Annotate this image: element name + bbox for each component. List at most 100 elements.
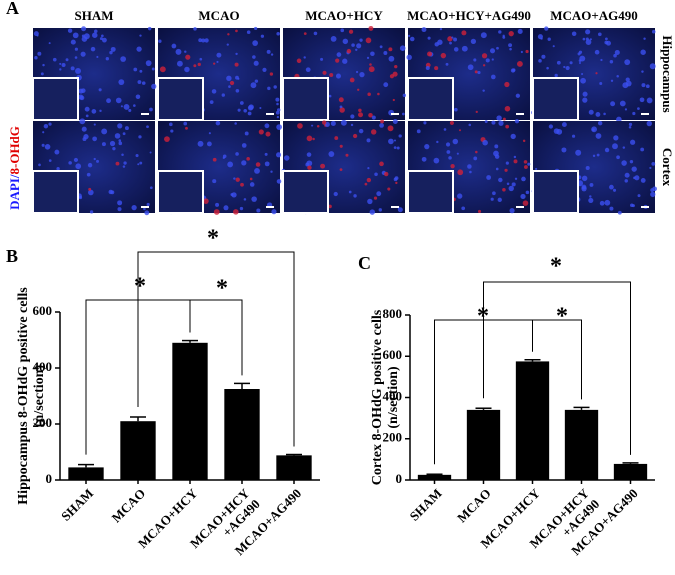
cell <box>85 114 89 118</box>
cell <box>108 189 113 195</box>
cell <box>322 70 327 75</box>
cell <box>492 191 496 196</box>
cell <box>651 29 656 34</box>
cell <box>356 43 362 49</box>
cell <box>88 187 92 191</box>
cell <box>137 163 140 166</box>
cell <box>624 59 631 66</box>
inset <box>407 77 454 121</box>
panel-label: B <box>6 246 18 266</box>
cell <box>143 207 146 211</box>
cell <box>387 125 394 132</box>
cell <box>454 107 458 112</box>
cell <box>482 64 486 67</box>
cell <box>41 143 45 147</box>
cell <box>227 161 234 168</box>
cell <box>271 209 277 215</box>
cell <box>275 110 280 115</box>
cell <box>348 190 352 194</box>
cell <box>330 35 337 42</box>
stain-blue: DAPI/ <box>7 174 22 210</box>
cell <box>235 152 239 156</box>
cell <box>581 72 584 76</box>
cell <box>389 74 395 79</box>
cell <box>296 58 302 64</box>
cell <box>613 135 619 141</box>
y-tick-label: 200 <box>33 415 53 430</box>
cell <box>226 43 229 46</box>
cell <box>184 66 190 73</box>
cell <box>334 136 339 140</box>
cell <box>612 188 617 192</box>
cell <box>328 204 332 209</box>
cell <box>84 106 90 112</box>
cell <box>649 166 652 170</box>
x-tick-label: SHAM <box>58 486 96 524</box>
cell <box>457 169 464 176</box>
y-tick-label: 400 <box>33 359 53 374</box>
cell <box>149 107 153 112</box>
cell <box>149 151 152 154</box>
inset <box>282 170 329 214</box>
stain-red: 8-OHdG <box>7 126 22 174</box>
cell <box>258 129 264 135</box>
cell <box>90 46 96 52</box>
cell <box>571 134 576 138</box>
cell <box>508 43 513 48</box>
cell <box>226 75 232 82</box>
cell <box>117 123 123 129</box>
cell <box>592 154 596 158</box>
cell <box>201 38 206 43</box>
cell <box>561 122 567 128</box>
cell <box>88 189 94 196</box>
cell <box>396 146 400 150</box>
cell <box>98 88 102 92</box>
cell <box>81 36 88 42</box>
cell <box>78 94 84 100</box>
cell <box>585 37 589 41</box>
cell <box>339 107 345 113</box>
cell <box>633 176 636 180</box>
cell <box>351 43 355 47</box>
cell <box>109 140 116 147</box>
cell <box>402 112 405 116</box>
cell <box>208 132 211 135</box>
cell <box>128 108 132 112</box>
cell <box>136 46 142 52</box>
cell <box>117 200 123 206</box>
cell <box>565 65 570 71</box>
cell <box>42 63 45 67</box>
cell <box>250 82 257 89</box>
cell <box>461 206 466 211</box>
cell <box>581 184 587 190</box>
cell <box>235 52 238 56</box>
cell <box>101 34 104 38</box>
y-tick-label: 600 <box>383 347 403 362</box>
inset <box>32 77 79 121</box>
cell <box>254 167 260 174</box>
cell <box>265 131 271 137</box>
cell <box>617 210 622 215</box>
cell <box>222 154 227 159</box>
cell <box>81 126 87 132</box>
cell <box>328 94 332 98</box>
cell <box>484 120 488 124</box>
bar <box>515 361 550 480</box>
cell <box>640 177 646 183</box>
cell <box>159 66 166 73</box>
cell <box>399 45 406 51</box>
cell <box>634 175 640 181</box>
cell <box>235 75 239 80</box>
cell <box>229 80 235 86</box>
cell <box>457 193 463 199</box>
cell <box>215 120 221 126</box>
cell <box>330 120 336 126</box>
cell <box>223 205 229 211</box>
cell <box>588 109 594 115</box>
cell <box>588 197 594 203</box>
cell <box>378 208 383 212</box>
cell <box>445 62 449 66</box>
stain-label: DAPI/8-OHdG <box>7 126 22 210</box>
cell <box>523 160 528 164</box>
cell <box>461 45 468 52</box>
